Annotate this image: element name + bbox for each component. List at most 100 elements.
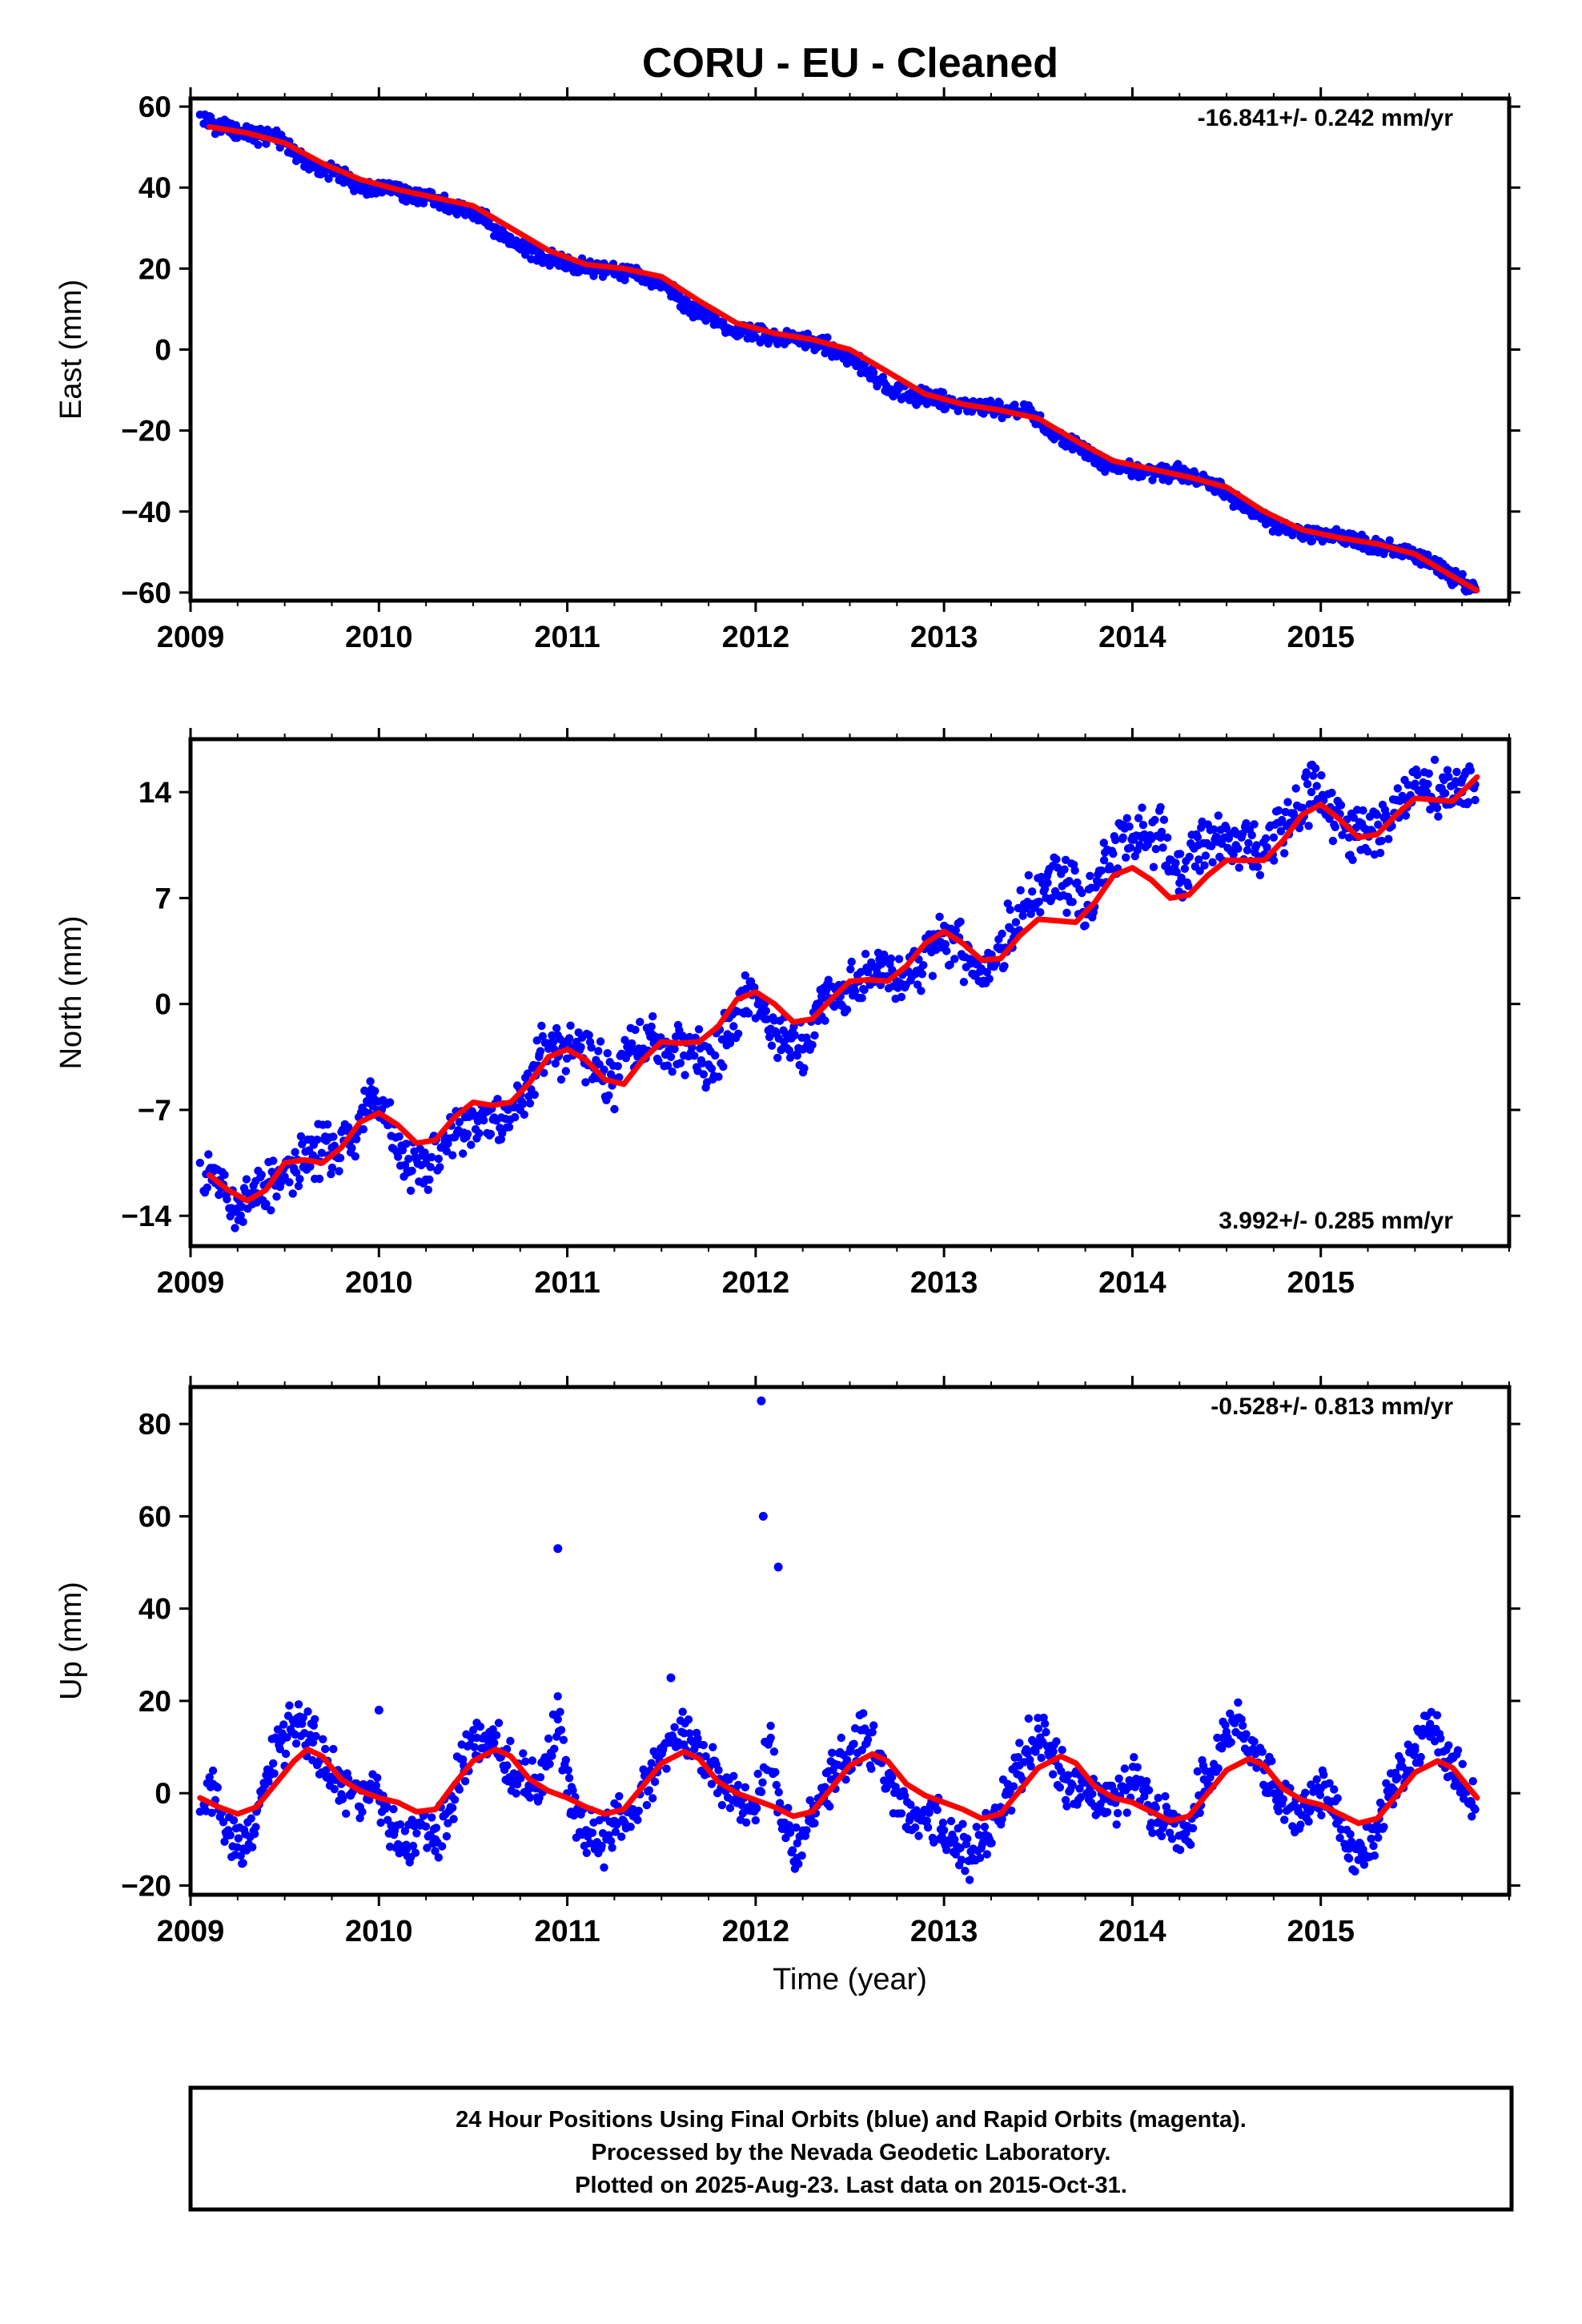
data-point (596, 1037, 605, 1046)
data-point (1436, 1734, 1445, 1743)
model-curve (207, 123, 1480, 593)
data-point (475, 1129, 484, 1138)
data-point (548, 1031, 556, 1040)
data-point (1382, 810, 1391, 819)
data-point (204, 1150, 213, 1159)
data-point (1052, 1737, 1061, 1746)
data-point (817, 992, 826, 1001)
data-point (1229, 850, 1238, 859)
data-point (1161, 1791, 1170, 1801)
data-point (1239, 829, 1247, 838)
data-point (942, 947, 951, 955)
data-point (648, 1794, 657, 1803)
data-point (901, 1791, 909, 1800)
data-point (1222, 824, 1231, 833)
data-point (1280, 849, 1289, 858)
data-point (220, 1170, 229, 1180)
data-point (469, 1726, 478, 1735)
data-point (1201, 1767, 1211, 1775)
y-tick-label: −20 (121, 1869, 171, 1902)
data-point (647, 1022, 656, 1031)
y-tick-label: −40 (121, 496, 171, 529)
data-point (205, 1773, 214, 1782)
data-point (425, 1175, 434, 1184)
data-point (1061, 1795, 1070, 1804)
data-point (1274, 1807, 1283, 1815)
data-point (438, 1842, 447, 1851)
data-point (701, 1752, 710, 1761)
data-point (1184, 882, 1193, 891)
data-point (440, 1136, 449, 1144)
data-point (288, 1189, 297, 1198)
data-point (567, 1807, 576, 1816)
data-point (1159, 815, 1169, 824)
data-point (436, 1163, 444, 1172)
data-point (793, 1839, 801, 1848)
data-point (402, 1140, 411, 1148)
data-point (954, 407, 962, 416)
data-point (460, 207, 468, 216)
data-point (941, 939, 950, 949)
y-axis-label: Up (mm) (54, 1582, 88, 1700)
data-point (906, 1800, 915, 1809)
y-tick-label: −20 (121, 415, 171, 448)
data-point (1231, 497, 1241, 506)
data-point (861, 1724, 869, 1733)
data-point (666, 1052, 676, 1062)
data-point (636, 1017, 644, 1027)
data-point (837, 1733, 845, 1743)
data-point (917, 970, 927, 979)
data-point (209, 1779, 218, 1788)
data-point (1062, 1775, 1071, 1784)
data-point (725, 1803, 735, 1812)
data-point (308, 1738, 318, 1747)
data-point (269, 1759, 278, 1768)
data-point (1218, 839, 1227, 848)
data-point (611, 1827, 620, 1836)
data-point (663, 1061, 673, 1070)
data-point (1426, 805, 1435, 814)
footer-line-3: Plotted on 2025-Aug-23. Last data on 201… (575, 2173, 1127, 2198)
data-point (873, 962, 883, 971)
data-point (1157, 1831, 1166, 1840)
figure-title: CORU - EU - Cleaned (642, 40, 1058, 86)
data-point (704, 1060, 713, 1069)
data-point (821, 1016, 829, 1025)
data-point (285, 1701, 294, 1710)
data-point (737, 1800, 746, 1810)
data-point (1373, 1826, 1382, 1835)
data-point (298, 1140, 307, 1148)
data-point (825, 1802, 834, 1811)
data-point (968, 969, 977, 979)
data-point (215, 1190, 223, 1200)
rate-annotation: 3.992+/- 0.285 mm/yr (1219, 1208, 1453, 1234)
data-point (460, 1777, 470, 1786)
data-point (1424, 769, 1434, 778)
data-point (1026, 910, 1035, 919)
data-point (1049, 1770, 1058, 1779)
data-point (1359, 806, 1367, 815)
data-point (714, 1072, 723, 1081)
data-point (1073, 878, 1082, 887)
data-point (1185, 852, 1194, 862)
data-point (1057, 1767, 1066, 1775)
data-point (308, 163, 318, 172)
data-point (406, 1186, 416, 1196)
data-point (613, 1062, 622, 1071)
data-point (548, 1751, 556, 1760)
data-point (1195, 855, 1203, 864)
data-point (1006, 905, 1014, 915)
data-point (434, 1154, 443, 1164)
data-point (497, 1113, 506, 1122)
data-point (396, 1820, 405, 1829)
data-point (1186, 1840, 1195, 1849)
data-point (421, 1158, 431, 1168)
data-point (299, 1713, 307, 1722)
y-tick-label: 7 (155, 882, 171, 915)
data-point (1401, 811, 1411, 820)
data-point (1466, 766, 1476, 775)
data-point (585, 1839, 595, 1848)
data-point (600, 1863, 608, 1872)
data-point (857, 967, 865, 977)
